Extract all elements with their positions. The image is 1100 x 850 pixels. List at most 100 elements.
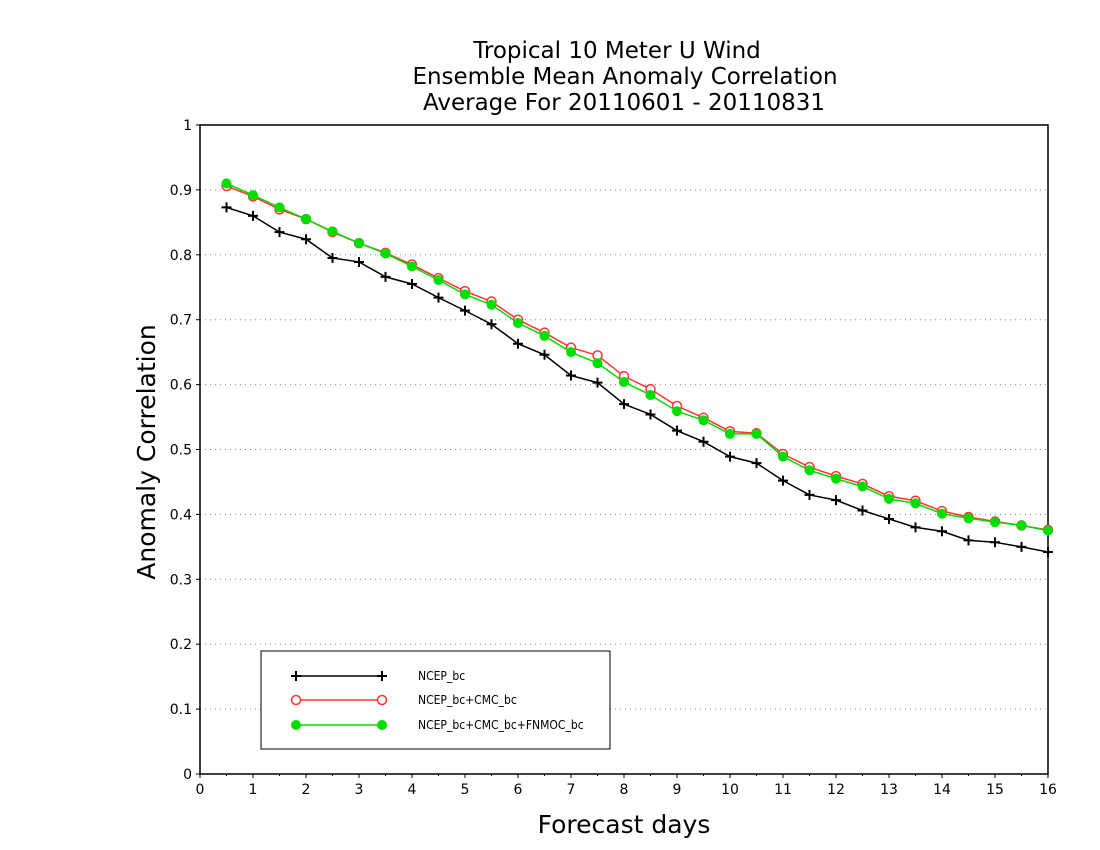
- series-0-point-shape: [672, 425, 682, 436]
- series-0-point: [460, 305, 470, 316]
- y-tick-label-8: 0.8: [170, 248, 192, 264]
- series-2-point: [539, 330, 550, 341]
- series-2-point: [354, 238, 364, 249]
- series-2-point: [778, 451, 788, 462]
- series-0-point: [937, 526, 947, 537]
- series-0-point: [407, 279, 417, 290]
- series-1: [221, 180, 1054, 536]
- series-2-point: [963, 513, 974, 524]
- series-0-point: [274, 227, 285, 238]
- series-0-point: [221, 202, 232, 213]
- x-tick-label-5: 5: [461, 782, 470, 798]
- series-0-point: [513, 338, 523, 349]
- series-2-point: [327, 226, 338, 237]
- series-0-point-shape: [857, 505, 868, 516]
- series-2-point: [937, 508, 947, 519]
- x-tick-label-8: 8: [620, 782, 629, 798]
- series-0-point-shape: [539, 349, 550, 360]
- series-0-point-shape: [221, 202, 232, 213]
- series-2-point: [619, 377, 629, 388]
- x-axis-label: Forecast days: [538, 810, 711, 839]
- x-tick-label-6: 6: [514, 782, 523, 798]
- series-0-point: [884, 513, 894, 524]
- y-tick-label-7: 0.7: [170, 313, 192, 329]
- series-0-point: [751, 458, 762, 469]
- series-0-point: [433, 292, 444, 303]
- series-0-point-shape: [963, 535, 974, 546]
- series-2-point: [1016, 520, 1027, 531]
- series-0-point-shape: [274, 227, 285, 238]
- series-0-point-shape: [910, 522, 921, 533]
- x-tick-label-3: 3: [355, 782, 364, 798]
- series-2-point: [672, 406, 682, 417]
- chart-title-line-3: Average For 20110601 - 20110831: [423, 90, 825, 116]
- series-0-point: [857, 505, 868, 516]
- series-0-point: [248, 210, 258, 221]
- legend-marker-start-2: [291, 720, 301, 730]
- series-0-point: [698, 436, 709, 447]
- x-tick-label-15: 15: [986, 782, 1004, 798]
- series-2-point: [857, 481, 868, 492]
- series-0-point-shape: [619, 399, 629, 410]
- series-2-point: [274, 202, 285, 213]
- legend-marker-end-0-shape: [377, 671, 387, 681]
- series-0-point-shape: [433, 292, 444, 303]
- x-tick-label-2: 2: [302, 782, 311, 798]
- series-0-point-shape: [645, 409, 656, 420]
- y-tick-label-10: 1: [183, 118, 192, 134]
- legend-marker-start-1: [290, 694, 302, 706]
- x-tick-label-0: 0: [196, 782, 205, 798]
- series-0-point: [539, 349, 550, 360]
- chart-title: Tropical 10 Meter U Wind Ensemble Mean A…: [412, 38, 837, 116]
- series-0-point-shape: [937, 526, 947, 537]
- series-0-point: [566, 370, 576, 381]
- x-tick-label-16: 16: [1039, 782, 1057, 798]
- series-0-point: [301, 234, 311, 245]
- x-tick-label-12: 12: [827, 782, 845, 798]
- series-0-point-shape: [407, 279, 417, 290]
- gridlines: [200, 189, 1048, 710]
- chart-title-line-2: Ensemble Mean Anomaly Correlation: [412, 64, 837, 90]
- x-tick-label-13: 13: [880, 782, 898, 798]
- series-0: [221, 202, 1053, 558]
- x-tick-label-10: 10: [721, 782, 739, 798]
- series-2: [221, 178, 1053, 536]
- series-0-point-shape: [698, 436, 709, 447]
- series-0-point: [327, 253, 338, 264]
- series-0-point: [354, 256, 364, 267]
- x-tick-label-7: 7: [567, 782, 576, 798]
- legend-label-2: NCEP_bc+CMC_bc+FNMOC_bc: [418, 718, 584, 732]
- series-0-point-shape: [566, 370, 576, 381]
- series-0-point-shape: [486, 319, 497, 330]
- y-tick-label-4: 0.4: [170, 507, 192, 523]
- legend: NCEP_bc NCEP_bc+CMC_bc NCEP_bc+CMC_bc+FNMO…: [260, 650, 611, 750]
- series-0-point-shape: [725, 451, 735, 462]
- series-2-point: [725, 428, 735, 439]
- legend-marker-end-1: [376, 694, 388, 706]
- series-2-point: [486, 299, 497, 310]
- legend-marker-start-0: [291, 671, 301, 681]
- series-2-point: [221, 178, 232, 189]
- legend-marker-start-0-shape: [291, 671, 301, 681]
- series-0-point: [380, 271, 391, 282]
- series-2-point: [433, 275, 444, 286]
- legend-marker-end-0: [377, 671, 387, 681]
- series-0-point: [804, 489, 815, 500]
- axes: 00.10.20.30.40.50.60.70.80.910 1 2 3 4 5 6 7 8 9 1…: [170, 118, 1057, 798]
- legend-marker-end-2: [377, 720, 387, 730]
- series-0-point: [645, 409, 656, 420]
- x-tick-label-11: 11: [774, 782, 792, 798]
- series-2-point: [645, 389, 656, 400]
- x-tick-label-14: 14: [933, 782, 951, 798]
- series-2-point: [804, 465, 815, 476]
- legend-label-1: NCEP_bc+CMC_bc: [418, 693, 517, 707]
- y-tick-label-1: 0.1: [170, 702, 192, 718]
- series-0-point: [910, 522, 921, 533]
- series-0-point: [725, 451, 735, 462]
- series-0-point-shape: [884, 513, 894, 524]
- series-2-point: [380, 248, 391, 259]
- series-2-point: [910, 498, 921, 509]
- y-tick-label-6: 0.6: [170, 378, 192, 394]
- series-line-1: [226, 185, 1049, 531]
